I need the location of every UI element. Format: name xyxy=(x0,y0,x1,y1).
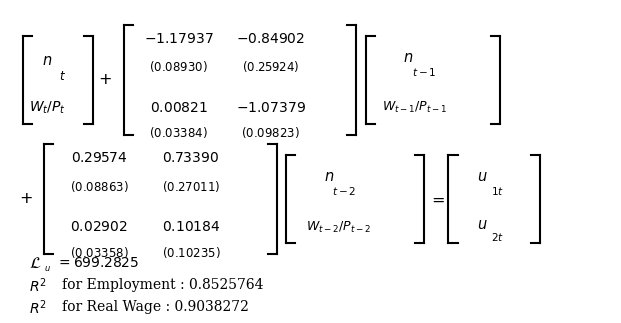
Text: $(0.03358)$: $(0.03358)$ xyxy=(70,245,129,260)
Text: $0.73390$: $0.73390$ xyxy=(163,151,220,165)
Text: $0.10184$: $0.10184$ xyxy=(161,220,220,234)
Text: $-1.07379$: $-1.07379$ xyxy=(235,101,306,115)
Text: $1t$: $1t$ xyxy=(491,185,504,197)
Text: $n$: $n$ xyxy=(404,50,414,65)
Text: $(0.08930)$: $(0.08930)$ xyxy=(150,59,208,75)
Text: $n$: $n$ xyxy=(324,169,334,184)
Text: $\mathcal{L}$: $\mathcal{L}$ xyxy=(29,255,41,272)
Text: $t-2$: $t-2$ xyxy=(332,185,356,197)
Text: $(0.10235)$: $(0.10235)$ xyxy=(161,245,220,260)
Text: $= 699.2825$: $= 699.2825$ xyxy=(57,256,140,270)
Text: $W_{t-2}/P_{t-2}$: $W_{t-2}/P_{t-2}$ xyxy=(306,220,371,235)
Text: $-0.84902$: $-0.84902$ xyxy=(236,32,306,46)
Text: for Real Wage : 0.9038272: for Real Wage : 0.9038272 xyxy=(62,300,249,314)
Text: $W_{t-1}/P_{t-1}$: $W_{t-1}/P_{t-1}$ xyxy=(382,100,447,115)
Text: $(0.27011)$: $(0.27011)$ xyxy=(162,179,220,194)
Text: $(0.09823)$: $(0.09823)$ xyxy=(242,125,300,141)
Text: $(0.08863)$: $(0.08863)$ xyxy=(70,179,129,194)
Text: $_u$: $_u$ xyxy=(44,261,51,274)
Text: for Employment : 0.8525764: for Employment : 0.8525764 xyxy=(62,278,264,292)
Text: $n$: $n$ xyxy=(42,53,52,68)
Text: $t-1$: $t-1$ xyxy=(412,66,436,78)
Text: $2t$: $2t$ xyxy=(491,231,504,243)
Text: $R^2$: $R^2$ xyxy=(29,298,47,317)
Text: $t$: $t$ xyxy=(59,70,66,83)
Text: $0.29574$: $0.29574$ xyxy=(71,151,127,165)
Text: $0.02902$: $0.02902$ xyxy=(70,220,128,234)
Text: $(0.25924)$: $(0.25924)$ xyxy=(242,59,299,75)
Text: $W_t/P_t$: $W_t/P_t$ xyxy=(29,99,66,116)
Text: $=$: $=$ xyxy=(428,192,445,206)
Text: $u$: $u$ xyxy=(477,216,487,232)
Text: $0.00821$: $0.00821$ xyxy=(150,101,208,115)
Text: $-1.17937$: $-1.17937$ xyxy=(144,32,214,46)
Text: $u$: $u$ xyxy=(477,169,487,184)
Text: $R^2$: $R^2$ xyxy=(29,276,47,295)
Text: $+$: $+$ xyxy=(98,72,112,87)
Text: $(0.03384)$: $(0.03384)$ xyxy=(150,125,208,141)
Text: $+$: $+$ xyxy=(19,192,32,206)
